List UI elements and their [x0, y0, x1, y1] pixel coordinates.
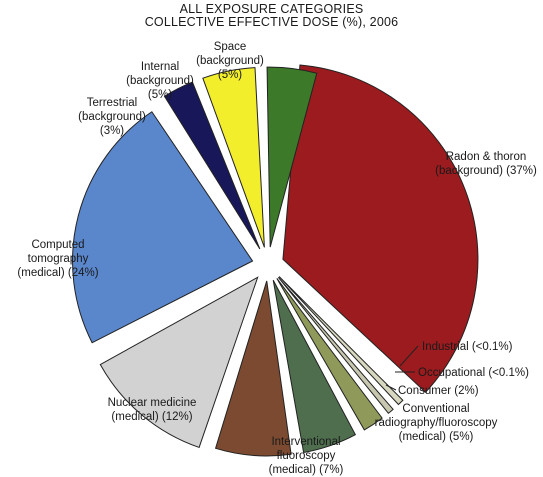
- slice-label-line: (medical) (24%): [17, 267, 98, 279]
- slice-label-line: Internal: [141, 61, 179, 73]
- slice-label-line: (background) (37%): [435, 165, 537, 177]
- chart-title-line-1: ALL EXPOSURE CATEGORIES: [179, 2, 364, 16]
- slice-label-line: Terrestrial: [87, 97, 137, 109]
- slice-label: Space (background) (5%): [196, 41, 264, 81]
- pie-slice: [282, 64, 479, 393]
- chart-title-line-2: COLLECTIVE EFFECTIVE DOSE (%), 2006: [144, 15, 399, 29]
- slice-label: Industrial (<0.1%): [422, 341, 513, 353]
- slice-label: Internal (background) (5%): [126, 61, 194, 101]
- slice-label: Terrestrial (background) (3%): [78, 97, 146, 137]
- leader-line: [399, 345, 419, 367]
- slice-label: Nuclear medicine (medical) (12%): [108, 397, 197, 423]
- pie-slice: [266, 66, 318, 248]
- slice-label-line: tomography: [28, 253, 89, 265]
- slice-label-line: Computed: [31, 239, 84, 251]
- pie-slice: [276, 278, 383, 431]
- slice-label-line: (background): [78, 111, 146, 123]
- pie-slice: [99, 276, 259, 449]
- slice-label-line: (medical) (12%): [111, 411, 192, 423]
- slice-label-line: Interventional: [271, 436, 340, 448]
- slice-label: Radon & thoron (background) (37%): [435, 151, 537, 177]
- slice-label-line: (background): [196, 55, 264, 67]
- slice-label-line: Occupational (<0.1%): [418, 367, 529, 379]
- slice-label-line: (5%): [148, 89, 172, 101]
- pie-slice: [277, 276, 394, 414]
- leader-line: [385, 384, 397, 391]
- slice-label: Consumer (2%): [398, 385, 479, 397]
- slice-label-line: Industrial (<0.1%): [422, 341, 513, 353]
- slice-label: Conventional radiography/fluoroscopy (medi…: [375, 403, 498, 443]
- slice-label-line: Conventional: [402, 403, 469, 415]
- slice-label-line: (background): [126, 75, 194, 87]
- slice-label: Interventional fluoroscopy (medical) (7%): [269, 436, 344, 476]
- slice-label-line: (5%): [218, 69, 242, 81]
- pie-slice: [272, 279, 357, 454]
- slice-label-line: fluoroscopy: [277, 450, 336, 462]
- slice-label-line: Consumer (2%): [398, 385, 479, 397]
- slice-label-line: (medical) (7%): [269, 464, 344, 476]
- slice-label-line: (3%): [100, 125, 124, 137]
- slice-label: Computed tomography (medical) (24%): [17, 239, 98, 279]
- pie-slice: [278, 276, 404, 406]
- slice-label-line: (medical) (5%): [399, 431, 474, 443]
- pie-slice: [163, 81, 261, 250]
- slice-label-line: Space: [214, 41, 247, 53]
- pie-slice: [202, 67, 265, 248]
- pie-slice: [214, 280, 292, 457]
- pie-slice: [72, 111, 254, 344]
- slice-label: Occupational (<0.1%): [418, 367, 529, 379]
- slice-label-line: Radon & thoron: [446, 151, 527, 163]
- slice-label-line: radiography/fluoroscopy: [375, 417, 498, 429]
- slice-label-line: Nuclear medicine: [108, 397, 197, 409]
